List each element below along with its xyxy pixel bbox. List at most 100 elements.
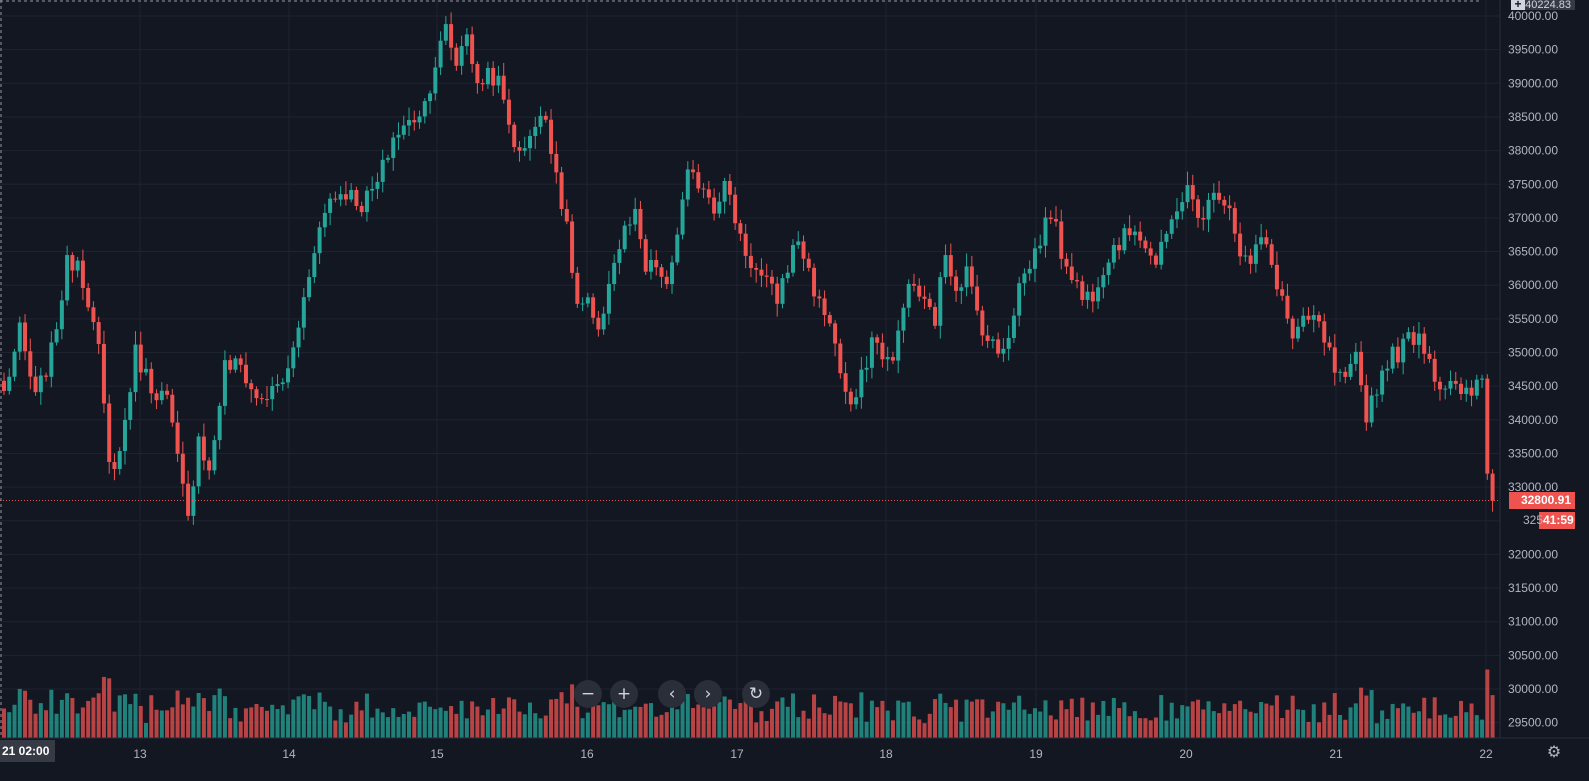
volume-bar <box>354 701 359 738</box>
candle-body <box>44 375 49 377</box>
candle-body <box>1211 192 1216 200</box>
volume-bar <box>854 717 859 738</box>
candle-body <box>1374 394 1379 396</box>
candle-body <box>854 397 859 405</box>
volume-bar <box>485 709 490 738</box>
volume-bar <box>959 721 964 738</box>
candle-body <box>354 189 359 206</box>
volume-bar <box>1238 700 1243 738</box>
plus-icon[interactable]: + <box>1511 0 1525 10</box>
volume-bar <box>785 706 790 738</box>
volume-bar <box>475 706 480 738</box>
volume-bar <box>1038 711 1043 738</box>
y-tick-label: 30500.00 <box>1508 648 1558 662</box>
candle-body <box>343 194 348 200</box>
candle-body <box>33 376 38 393</box>
candle-body <box>1227 205 1232 209</box>
candle-body <box>964 266 969 288</box>
candle-body <box>385 157 390 160</box>
volume-bar <box>175 690 180 738</box>
volume-bar <box>759 711 764 738</box>
candle-body <box>1338 371 1343 373</box>
zoom-out-button[interactable]: − <box>574 680 602 708</box>
volume-bar <box>1138 718 1143 738</box>
volume-bar <box>17 688 22 738</box>
candle-body <box>701 188 706 190</box>
candle-body <box>1327 342 1332 348</box>
candle-body <box>764 275 769 277</box>
candle-body <box>1385 368 1390 371</box>
candle-body <box>249 383 254 390</box>
volume-bar <box>1416 711 1421 738</box>
volume-bar <box>938 693 943 738</box>
candle-body <box>364 190 369 213</box>
volume-bar <box>911 716 916 738</box>
candle-body <box>1269 244 1274 265</box>
candle-body <box>75 260 80 271</box>
scroll-right-button[interactable]: › <box>694 680 722 708</box>
volume-bar <box>1227 710 1232 738</box>
reset-chart-button[interactable]: ↻ <box>742 680 770 708</box>
candle-body <box>196 436 201 487</box>
volume-bar <box>549 699 554 738</box>
candle-body <box>1290 318 1295 339</box>
volume-bar <box>1127 716 1132 738</box>
volume-bar <box>1032 708 1037 738</box>
candle-body <box>1437 381 1442 390</box>
scroll-left-button[interactable]: ‹ <box>658 680 686 708</box>
volume-bar <box>1427 718 1432 738</box>
candle-body <box>433 67 438 94</box>
candle-body <box>1064 258 1069 267</box>
volume-bar <box>748 699 753 738</box>
candle-body <box>1190 185 1195 200</box>
volume-bar <box>1206 701 1211 738</box>
volume-bar <box>1301 709 1306 738</box>
candle-body <box>1427 353 1432 359</box>
volume-bar <box>1090 702 1095 738</box>
volume-bar <box>606 704 611 738</box>
volume-bar <box>1306 721 1311 738</box>
candle-body <box>1022 273 1027 284</box>
volume-bar <box>307 695 312 738</box>
candle-body <box>901 307 906 331</box>
candle-body <box>670 262 675 285</box>
candle-body <box>1264 237 1269 245</box>
volume-bar <box>422 701 427 738</box>
volume-bar <box>554 698 559 738</box>
volume-bar <box>791 693 795 738</box>
volume-bar <box>1106 715 1111 738</box>
volume-bar <box>165 710 170 738</box>
candle-body <box>1069 266 1074 281</box>
candle-body <box>1180 202 1185 212</box>
volume-bar <box>1369 690 1374 738</box>
candle-body <box>659 267 664 277</box>
volume-bar <box>291 699 296 738</box>
gear-icon[interactable]: ⚙ <box>1546 742 1562 761</box>
volume-bar <box>370 717 375 738</box>
volume-bar <box>564 703 569 738</box>
volume-bar <box>675 709 680 738</box>
volume-bar <box>280 705 285 738</box>
candle-body <box>1032 248 1037 269</box>
candle-body <box>922 296 927 299</box>
volume-bar <box>1322 702 1327 738</box>
volume-bar <box>38 703 43 738</box>
volume-bar <box>122 694 127 738</box>
candle-body <box>706 189 711 198</box>
candle-body <box>585 297 590 304</box>
candle-body <box>280 382 285 385</box>
volume-bar <box>1422 697 1427 738</box>
candle-body <box>12 351 17 377</box>
volume-bar <box>1332 693 1337 738</box>
candle-body <box>954 276 959 291</box>
candle-body <box>101 343 106 404</box>
candle-body <box>528 136 532 149</box>
candle-body <box>491 67 496 86</box>
candle-body <box>838 343 843 374</box>
volume-bar <box>443 710 448 738</box>
volume-bar <box>454 713 459 738</box>
candle-body <box>617 249 622 263</box>
candle-body <box>1364 385 1369 423</box>
zoom-in-button[interactable]: + <box>610 680 638 708</box>
